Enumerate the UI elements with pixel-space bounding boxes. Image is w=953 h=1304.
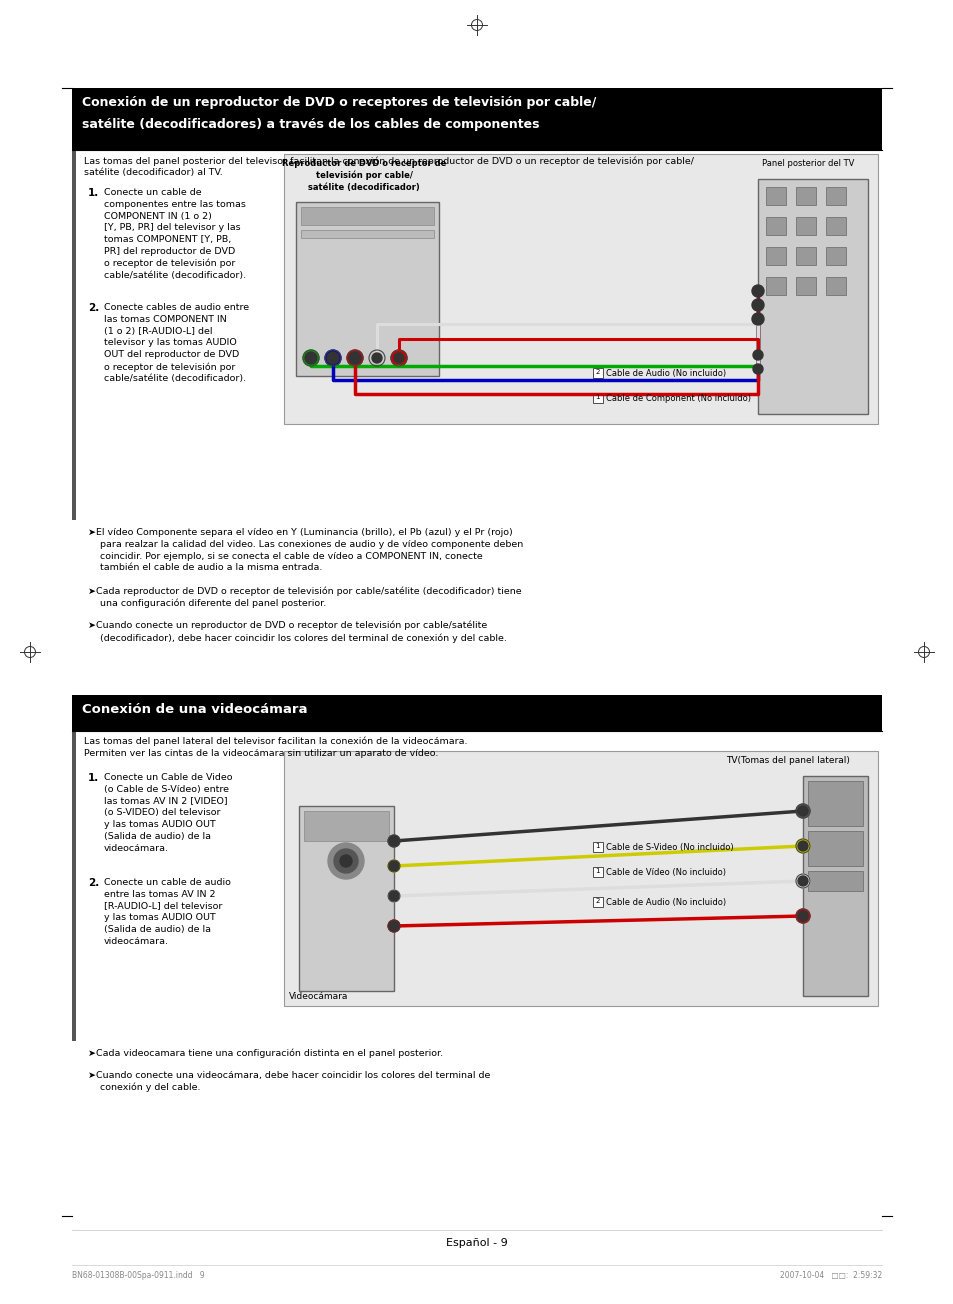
- Text: Las tomas del panel posterior del televisor facilitan la conexión de un reproduc: Las tomas del panel posterior del televi…: [84, 156, 693, 177]
- Bar: [593, 897, 603, 908]
- Text: 2: 2: [595, 898, 599, 904]
- Circle shape: [389, 921, 398, 931]
- Circle shape: [795, 909, 809, 923]
- Circle shape: [795, 838, 809, 853]
- Text: 1.: 1.: [88, 773, 99, 782]
- Bar: [825, 186, 845, 205]
- Bar: [802, 776, 867, 996]
- Circle shape: [305, 352, 316, 364]
- Text: Cable de Component (No incluido): Cable de Component (No incluido): [606, 394, 751, 403]
- Circle shape: [752, 349, 762, 360]
- Bar: [795, 276, 815, 295]
- Bar: [301, 230, 434, 239]
- Circle shape: [389, 891, 398, 901]
- Text: 1: 1: [595, 394, 599, 400]
- Bar: [593, 393, 603, 403]
- Circle shape: [797, 911, 807, 921]
- Bar: [284, 154, 877, 424]
- Circle shape: [394, 353, 403, 363]
- Bar: [758, 179, 867, 413]
- Circle shape: [797, 876, 807, 885]
- Bar: [765, 246, 785, 265]
- Text: Conexión de un reproductor de DVD o receptores de televisión por cable/: Conexión de un reproductor de DVD o rece…: [82, 96, 596, 110]
- Circle shape: [347, 349, 363, 366]
- Bar: [795, 246, 815, 265]
- Circle shape: [751, 313, 763, 325]
- Circle shape: [391, 349, 407, 366]
- Text: BN68-01308B-00Spa-0911.indd   9: BN68-01308B-00Spa-0911.indd 9: [71, 1271, 204, 1281]
- Bar: [593, 368, 603, 378]
- Text: 2: 2: [595, 369, 599, 376]
- Bar: [765, 276, 785, 295]
- Text: Cable de S-Video (No incluido): Cable de S-Video (No incluido): [606, 842, 734, 852]
- Text: ➤Cada reproductor de DVD o receptor de televisión por cable/satélite (decodifica: ➤Cada reproductor de DVD o receptor de t…: [88, 585, 521, 608]
- Circle shape: [388, 835, 399, 848]
- Bar: [807, 831, 862, 866]
- Circle shape: [369, 349, 385, 366]
- Bar: [807, 781, 862, 825]
- Text: 1.: 1.: [88, 188, 99, 198]
- Bar: [825, 216, 845, 235]
- Text: 2007-10-04   □□:  2:59:32: 2007-10-04 □□: 2:59:32: [779, 1271, 882, 1281]
- Text: ➤Cada videocamara tiene una configuración distinta en el panel posterior.: ➤Cada videocamara tiene una configuració…: [88, 1048, 442, 1059]
- Circle shape: [327, 352, 338, 364]
- Circle shape: [303, 349, 318, 366]
- Bar: [795, 186, 815, 205]
- Circle shape: [388, 891, 399, 902]
- Circle shape: [795, 874, 809, 888]
- Circle shape: [388, 861, 399, 872]
- Bar: [71, 87, 882, 150]
- Circle shape: [325, 349, 340, 366]
- Text: Conecte cables de audio entre
las tomas COMPONENT IN
(1 o 2) [R-AUDIO-L] del
tel: Conecte cables de audio entre las tomas …: [104, 303, 249, 383]
- Text: 1: 1: [595, 868, 599, 874]
- Bar: [593, 867, 603, 878]
- Circle shape: [751, 286, 763, 297]
- Text: ➤El vídeo Componente separa el vídeo en Y (Luminancia (brillo), el Pb (azul) y e: ➤El vídeo Componente separa el vídeo en …: [88, 528, 522, 572]
- Text: Conexión de una videocámara: Conexión de una videocámara: [82, 703, 307, 716]
- Text: Reproductor de DVD o receptor de
televisión por cable/
satélite (decodificador): Reproductor de DVD o receptor de televis…: [281, 159, 446, 192]
- Circle shape: [388, 921, 399, 932]
- Text: 2.: 2.: [88, 878, 99, 888]
- Circle shape: [752, 364, 762, 374]
- Text: Cable de Audio (No incluido): Cable de Audio (No incluido): [606, 369, 726, 378]
- Text: Conecte un cable de audio
entre las tomas AV IN 2
[R-AUDIO-L] del televisor
y la: Conecte un cable de audio entre las toma…: [104, 878, 231, 945]
- Text: Panel posterior del TV: Panel posterior del TV: [761, 159, 853, 168]
- Circle shape: [797, 806, 807, 816]
- Circle shape: [389, 861, 398, 871]
- Circle shape: [389, 836, 398, 846]
- Bar: [301, 207, 434, 226]
- Bar: [825, 246, 845, 265]
- Text: Conecte un Cable de Video
(o Cable de S-Vídeo) entre
las tomas AV IN 2 [VIDEO]
(: Conecte un Cable de Video (o Cable de S-…: [104, 773, 233, 853]
- Circle shape: [339, 855, 352, 867]
- Bar: [795, 216, 815, 235]
- Circle shape: [372, 353, 381, 363]
- Bar: [765, 186, 785, 205]
- Text: Las tomas del panel lateral del televisor facilitan la conexión de la videocámar: Las tomas del panel lateral del televiso…: [84, 737, 467, 759]
- Bar: [298, 806, 394, 991]
- Text: ➤Cuando conecte una videocámara, debe hacer coincidir los colores del terminal d: ➤Cuando conecte una videocámara, debe ha…: [88, 1071, 490, 1093]
- Text: 1: 1: [595, 842, 599, 849]
- Bar: [825, 276, 845, 295]
- Text: Conecte un cable de
componentes entre las tomas
COMPONENT IN (1 o 2)
[Y, PB, PR]: Conecte un cable de componentes entre la…: [104, 188, 246, 280]
- Text: Cable de Audio (No incluido): Cable de Audio (No incluido): [606, 898, 726, 908]
- Bar: [71, 150, 76, 520]
- Circle shape: [795, 805, 809, 818]
- Text: Español - 9: Español - 9: [446, 1237, 507, 1248]
- Bar: [807, 871, 862, 891]
- Text: TV(Tomas del panel lateral): TV(Tomas del panel lateral): [725, 756, 849, 765]
- Bar: [71, 732, 76, 1041]
- Bar: [593, 842, 603, 852]
- Text: satélite (decodificadores) a través de los cables de componentes: satélite (decodificadores) a través de l…: [82, 117, 539, 130]
- Bar: [71, 695, 882, 732]
- Text: Cable de Vídeo (No incluido): Cable de Vídeo (No incluido): [606, 868, 726, 878]
- Bar: [304, 811, 389, 841]
- Text: 2.: 2.: [88, 303, 99, 313]
- Text: ➤Cuando conecte un reproductor de DVD o receptor de televisión por cable/satélit: ➤Cuando conecte un reproductor de DVD o …: [88, 621, 506, 643]
- Text: Videocámara: Videocámara: [289, 992, 348, 1001]
- Circle shape: [328, 842, 364, 879]
- Bar: [765, 216, 785, 235]
- Bar: [295, 202, 438, 376]
- Circle shape: [349, 352, 360, 364]
- Bar: [284, 751, 877, 1005]
- Circle shape: [797, 841, 807, 852]
